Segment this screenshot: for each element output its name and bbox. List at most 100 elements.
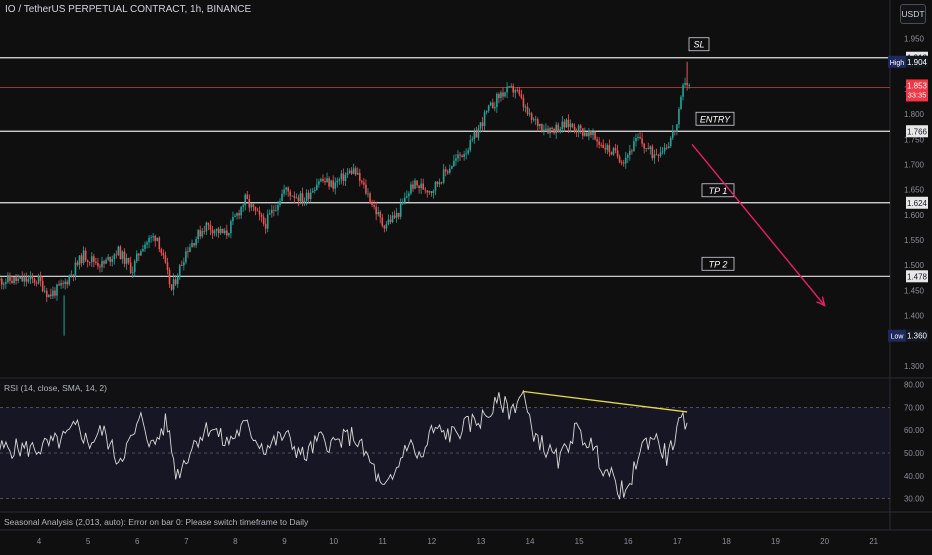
- candle: [467, 150, 470, 154]
- candle: [248, 199, 251, 208]
- candle: [283, 189, 285, 194]
- candle: [322, 179, 324, 181]
- seasonal-error-text: Seasonal Analysis (2,013, auto): Error o…: [4, 517, 309, 527]
- candle: [287, 187, 289, 192]
- candle: [299, 193, 302, 202]
- candle: [25, 277, 28, 282]
- candle: [479, 122, 482, 129]
- level-label-box: [701, 183, 735, 198]
- candle: [168, 269, 171, 285]
- candle: [5, 282, 7, 284]
- candle: [201, 230, 204, 237]
- candle: [285, 187, 287, 190]
- candle: [561, 121, 564, 130]
- candle: [512, 85, 515, 93]
- rsi-tick-label: 70.00: [904, 403, 925, 412]
- candle: [320, 179, 322, 182]
- candle: [563, 121, 566, 128]
- candle: [271, 209, 273, 214]
- badge-label: Low: [891, 334, 905, 341]
- candle: [60, 283, 62, 286]
- candle: [111, 258, 114, 262]
- candle: [612, 148, 615, 155]
- candle: [101, 261, 103, 268]
- candle: [191, 243, 193, 248]
- candle: [238, 213, 240, 216]
- candle: [600, 144, 602, 146]
- candle: [305, 192, 308, 201]
- candle: [418, 185, 420, 189]
- candle: [86, 260, 89, 262]
- candle: [610, 152, 613, 155]
- candle: [254, 206, 257, 211]
- candle: [178, 265, 181, 278]
- candle: [657, 155, 660, 156]
- candle: [502, 92, 504, 97]
- candle: [31, 276, 34, 279]
- candle: [0, 278, 1, 281]
- candle: [651, 146, 654, 159]
- candle: [264, 223, 267, 229]
- candle: [434, 181, 437, 191]
- candle: [367, 193, 369, 195]
- candle: [577, 125, 580, 133]
- candle: [193, 243, 195, 246]
- chart-title: IO / TetherUS PERPETUAL CONTRACT, 1h, BI…: [5, 4, 252, 15]
- candle: [481, 122, 484, 126]
- candle: [62, 283, 64, 284]
- candle: [39, 276, 42, 281]
- candle: [489, 102, 492, 106]
- candle: [424, 189, 427, 191]
- candle: [328, 178, 330, 187]
- badge-value-bg: [906, 79, 928, 102]
- candle: [348, 170, 351, 174]
- time-tick-label: 14: [526, 537, 535, 546]
- candle: [66, 281, 69, 285]
- level-label-text: SL: [693, 40, 704, 50]
- candle: [526, 106, 529, 115]
- time-tick-label: 4: [37, 537, 42, 546]
- candle: [608, 145, 611, 153]
- badge-value-bg: [906, 55, 928, 68]
- level-label-text: TP 1: [709, 186, 728, 196]
- candle: [133, 261, 136, 273]
- currency-button[interactable]: USDT: [900, 4, 926, 24]
- candle: [185, 251, 187, 263]
- candle: [344, 175, 347, 181]
- candle: [43, 290, 46, 292]
- candle: [156, 237, 159, 241]
- candle: [358, 172, 361, 181]
- price-badge-level: 1.478: [906, 270, 928, 283]
- price-tick-label: 1.650: [904, 186, 925, 195]
- candle: [598, 141, 600, 145]
- candle: [618, 156, 621, 163]
- candle: [236, 213, 238, 216]
- candle: [365, 184, 367, 194]
- price-tick-label: 1.950: [904, 35, 925, 44]
- candle: [93, 256, 95, 262]
- candle: [624, 157, 627, 164]
- candle: [293, 195, 296, 198]
- candle: [389, 219, 392, 222]
- time-tick-label: 9: [282, 537, 287, 546]
- candle: [426, 190, 429, 193]
- candle: [616, 150, 619, 157]
- level-label-sl: SL: [688, 37, 710, 52]
- candle: [465, 153, 467, 155]
- candle: [228, 233, 230, 236]
- candle: [522, 97, 525, 108]
- candle: [23, 277, 26, 282]
- candle: [219, 228, 222, 234]
- candle: [113, 254, 116, 259]
- candle: [412, 184, 414, 189]
- price-tick-label: 1.400: [904, 312, 925, 321]
- candle: [485, 110, 488, 113]
- candle: [399, 203, 402, 217]
- candle: [641, 138, 643, 144]
- candle: [252, 204, 255, 207]
- candle: [3, 283, 5, 285]
- candle: [183, 262, 185, 266]
- candle: [119, 246, 122, 260]
- candle: [491, 102, 494, 109]
